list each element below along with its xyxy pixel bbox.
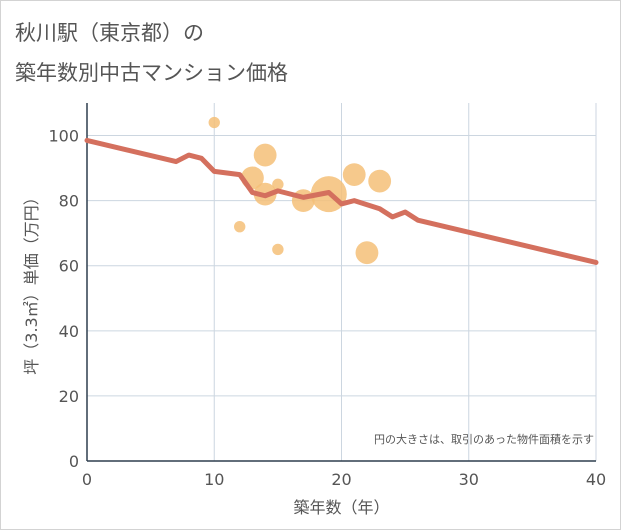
price-trend-line bbox=[84, 137, 599, 265]
y-tick-label: 100 bbox=[48, 127, 79, 146]
chart-title-line2: 築年数別中古マンション価格 bbox=[15, 61, 288, 85]
x-tick-label: 10 bbox=[204, 470, 224, 489]
data-bubble bbox=[368, 169, 392, 193]
data-bubble bbox=[253, 143, 277, 167]
data-bubble bbox=[272, 243, 284, 256]
x-tick-label: 20 bbox=[331, 470, 351, 489]
x-tick-label: 40 bbox=[586, 470, 606, 489]
y-tick-label: 80 bbox=[59, 192, 79, 211]
y-tick-label: 0 bbox=[69, 452, 79, 471]
bubble-size-note: 円の大きさは、取引のあった物件面積を示す bbox=[374, 432, 594, 446]
data-bubble bbox=[234, 220, 246, 233]
x-axis-label: 築年数（年） bbox=[293, 498, 389, 517]
chart-title-line1: 秋川駅（東京都）の bbox=[15, 21, 204, 45]
data-bubble bbox=[272, 178, 284, 191]
data-bubble bbox=[342, 163, 366, 187]
y-tick-label: 60 bbox=[59, 257, 79, 276]
data-bubble bbox=[208, 116, 220, 129]
x-tick-label: 30 bbox=[459, 470, 479, 489]
data-bubble bbox=[355, 241, 379, 265]
y-axis-label: 坪（3.3㎡）単価（万円） bbox=[22, 189, 41, 374]
y-tick-label: 40 bbox=[59, 322, 79, 341]
x-tick-label: 0 bbox=[82, 470, 92, 489]
y-tick-label: 20 bbox=[59, 387, 79, 406]
